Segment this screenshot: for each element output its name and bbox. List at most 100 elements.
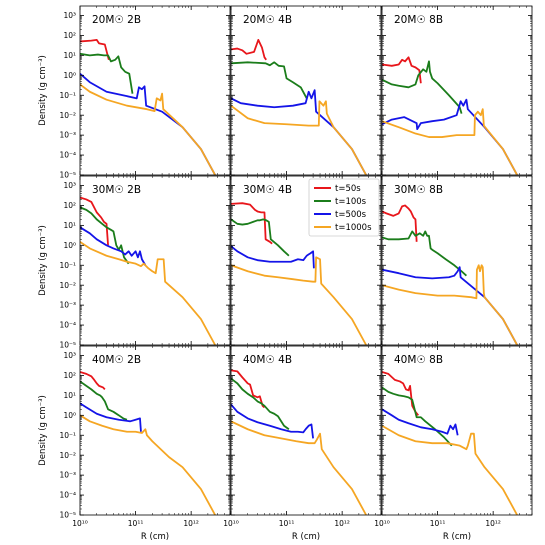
series-line-t50s <box>80 196 109 246</box>
y-tick-label: 10² <box>63 31 76 40</box>
panel-20m-2b: 10⁻⁵ 10⁻⁴ 10⁻³ 10⁻² 10⁻¹ 10⁰ 10¹ 10² 10³ Density … <box>38 5 231 180</box>
panel-title: 30M☉ 2B <box>92 184 141 196</box>
series-line-t50s <box>382 204 418 242</box>
x-axis-label: R (cm) <box>443 532 471 542</box>
series-line-t1000s <box>231 256 367 345</box>
series-line-t500s <box>382 266 518 345</box>
panel-title: 40M☉ 8B <box>394 354 443 366</box>
axes-frame <box>230 175 382 346</box>
y-tick-label: 10³ <box>63 351 76 360</box>
series-line-t50s <box>231 202 273 245</box>
x-axis-label: R (cm) <box>292 532 320 542</box>
panel-title: 30M☉ 8B <box>394 184 443 196</box>
y-tick-label: 10¹ <box>63 221 76 230</box>
series-line-t50s <box>382 56 422 84</box>
y-tick-label: 10⁻⁵ <box>59 511 76 520</box>
y-tick-label: 10¹ <box>63 51 76 60</box>
axes-frame <box>79 5 231 176</box>
y-tick-label: 10⁻⁴ <box>59 321 76 330</box>
series-line-t100s <box>80 52 134 94</box>
panel-title: 20M☉ 2B <box>92 14 141 26</box>
axes-frame <box>230 345 382 516</box>
y-tick-label: 10³ <box>63 181 76 190</box>
series-line-t50s <box>231 369 266 409</box>
series-line-t100s <box>231 61 308 99</box>
panel-40m-8b: 10¹⁰ 10¹¹ 10¹² R (cm) 40M☉ 8B <box>374 345 533 542</box>
y-axis-label: Density (g cm⁻³) <box>38 55 48 126</box>
series-line-t500s <box>231 403 314 439</box>
series-line-t1000s <box>382 108 518 175</box>
series-line-t500s <box>80 402 142 432</box>
panel-20m-8b: 20M☉ 8B <box>381 5 533 176</box>
x-tick-label: 10¹⁰ <box>223 519 239 528</box>
y-tick-label: 10⁻¹ <box>59 261 76 270</box>
y-tick-label: 10⁻³ <box>59 471 76 480</box>
series-line-t1000s <box>80 414 216 515</box>
x-tick-label: 10¹⁰ <box>374 519 390 528</box>
series-line-t100s <box>80 380 128 421</box>
series-line-t1000s <box>231 420 367 515</box>
axes-frame <box>230 5 382 176</box>
legend-label: t=500s <box>335 210 367 220</box>
y-tick-label: 10⁻⁵ <box>59 171 76 180</box>
series-line-t50s <box>382 371 419 416</box>
y-axis-label: Density (g cm⁻³) <box>38 395 48 466</box>
series-line-t100s <box>80 206 130 265</box>
y-axis-label: Density (g cm⁻³) <box>38 225 48 296</box>
axes-frame <box>79 345 231 516</box>
axes-frame <box>381 5 533 176</box>
panel-40m-2b: 10⁻⁵ 10⁻⁴ 10⁻³ 10⁻² 10⁻¹ 10⁰ 10¹ 10² 10³ Density … <box>38 345 231 542</box>
y-tick-label: 10⁻² <box>59 111 76 120</box>
y-tick-label: 10³ <box>63 11 76 20</box>
series-line-t1000s <box>80 241 216 345</box>
panel-20m-4b: 20M☉ 4B <box>230 5 382 176</box>
series-line-t50s <box>80 371 106 390</box>
y-tick-label: 10⁻⁵ <box>59 341 76 350</box>
series-line-t100s <box>231 218 290 257</box>
x-tick-label: 10¹² <box>334 519 350 528</box>
panel-title: 20M☉ 8B <box>394 14 443 26</box>
x-tick-label: 10¹¹ <box>430 519 446 528</box>
series-line-t100s <box>382 230 467 277</box>
panel-30m-8b: 30M☉ 8B <box>381 175 533 346</box>
x-tick-label: 10¹² <box>485 519 501 528</box>
x-tick-label: 10¹¹ <box>279 519 295 528</box>
series-line-t1000s <box>80 83 216 175</box>
y-tick-label: 10⁰ <box>63 411 76 420</box>
axes-frame <box>381 345 533 516</box>
x-axis-label: R (cm) <box>141 532 169 542</box>
panel-title: 30M☉ 4B <box>243 184 292 196</box>
axes-frame <box>381 175 533 346</box>
panel-title: 40M☉ 2B <box>92 354 141 366</box>
series-line-t100s <box>382 60 463 114</box>
legend-label: t=100s <box>335 197 367 207</box>
y-tick-label: 10¹ <box>63 391 76 400</box>
y-tick-label: 10⁻⁴ <box>59 491 76 500</box>
y-tick-label: 10⁰ <box>63 71 76 80</box>
y-tick-label: 10⁻¹ <box>59 91 76 100</box>
y-tick-label: 10⁻³ <box>59 301 76 310</box>
series-line-t1000s <box>382 424 518 515</box>
series-line-t1000s <box>382 264 518 345</box>
y-tick-label: 10⁻² <box>59 451 76 460</box>
y-tick-label: 10⁻¹ <box>59 431 76 440</box>
y-tick-label: 10² <box>63 371 76 380</box>
y-tick-label: 10² <box>63 201 76 210</box>
y-tick-label: 10⁻² <box>59 281 76 290</box>
series-line-t100s <box>231 377 290 430</box>
y-tick-label: 10⁻⁴ <box>59 151 76 160</box>
legend: t=50s t=100s t=500s t=1000s <box>308 178 380 237</box>
series-line-t500s <box>382 408 459 436</box>
y-tick-label: 10⁰ <box>63 241 76 250</box>
series-line-t500s <box>231 245 315 269</box>
axes-frame <box>79 175 231 346</box>
panel-30m-4b: 30M☉ 4B t=50s t=100s t=500s t=1000s <box>230 175 382 346</box>
series-line-t50s <box>231 38 267 61</box>
series-line-t1000s <box>231 100 367 175</box>
legend-label: t=1000s <box>335 223 372 233</box>
y-tick-label: 10⁻³ <box>59 131 76 140</box>
x-tick-label: 10¹² <box>183 519 199 528</box>
x-tick-label: 10¹¹ <box>128 519 144 528</box>
panel-title: 20M☉ 4B <box>243 14 292 26</box>
